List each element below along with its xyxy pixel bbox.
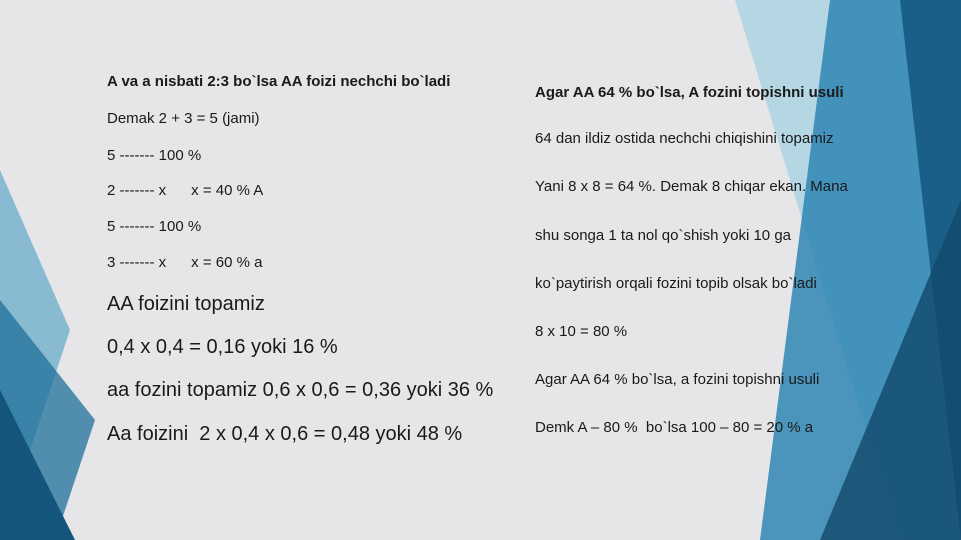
- text-line: Agar AA 64 % bo`lsa, a fozini topishni u…: [535, 371, 820, 388]
- left-shape: [0, 390, 75, 540]
- right-shape: [820, 200, 961, 540]
- text-line: 5 ------- 100 %: [107, 147, 202, 164]
- text-line: Yani 8 x 8 = 64 %. Demak 8 chiqar ekan. …: [535, 178, 848, 195]
- text-line: shu songa 1 ta nol qo`shish yoki 10 ga: [535, 227, 792, 244]
- text-line: 2 ------- x x = 40 % A: [107, 182, 264, 199]
- text-line: Agar AA 64 % bo`lsa, A fozini topishni u…: [535, 84, 844, 101]
- text-line: A va a nisbati 2:3 bo`lsa AA foizi nechc…: [107, 73, 451, 90]
- text-line: ko`paytirish orqali fozini topib olsak b…: [535, 275, 817, 292]
- text-line: Demk A – 80 % bo`lsa 100 – 80 = 20 % a: [535, 419, 814, 436]
- text-line: 64 dan ildiz ostida nechchi chiqishini t…: [535, 130, 834, 147]
- text-line: Aa foizini 2 x 0,4 x 0,6 = 0,48 yoki 48 …: [107, 423, 463, 445]
- text-line: Demak 2 + 3 = 5 (jami): [107, 110, 260, 127]
- text-line: 8 x 10 = 80 %: [535, 323, 628, 340]
- text-line: 5 ------- 100 %: [107, 218, 202, 235]
- text-line: AA foizini topamiz: [107, 293, 265, 315]
- text-line: 3 ------- x x = 60 % a: [107, 254, 263, 271]
- text-line: 0,4 x 0,4 = 0,16 yoki 16 %: [107, 336, 338, 358]
- text-line: aa fozini topamiz 0,6 x 0,6 = 0,36 yoki …: [107, 379, 494, 401]
